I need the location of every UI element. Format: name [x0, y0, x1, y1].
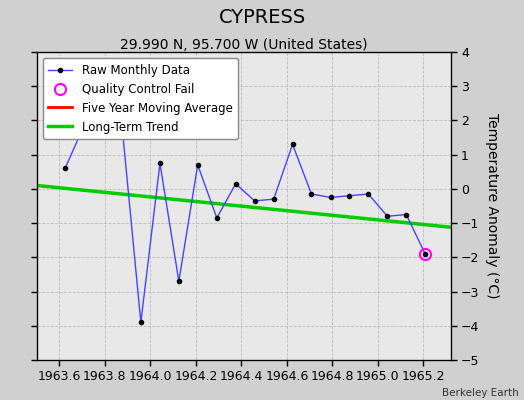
Title: 29.990 N, 95.700 W (United States): 29.990 N, 95.700 W (United States) — [120, 38, 367, 52]
Raw Monthly Data — [119, 123, 125, 128]
Raw Monthly Data — [384, 214, 390, 219]
Raw Monthly Data — [176, 279, 182, 284]
Raw Monthly Data — [252, 198, 258, 203]
Raw Monthly Data — [346, 193, 353, 198]
Raw Monthly Data — [81, 123, 87, 128]
Raw Monthly Data — [194, 162, 201, 167]
Raw Monthly Data — [289, 142, 296, 147]
Raw Monthly Data — [403, 212, 409, 217]
Raw Monthly Data — [328, 195, 334, 200]
Y-axis label: Temperature Anomaly (°C): Temperature Anomaly (°C) — [485, 113, 499, 299]
Text: CYPRESS: CYPRESS — [219, 8, 305, 27]
Raw Monthly Data — [138, 320, 144, 325]
Raw Monthly Data — [214, 216, 220, 220]
Raw Monthly Data — [270, 197, 277, 202]
Legend: Raw Monthly Data, Quality Control Fail, Five Year Moving Average, Long-Term Tren: Raw Monthly Data, Quality Control Fail, … — [42, 58, 238, 140]
Raw Monthly Data — [157, 161, 163, 166]
Raw Monthly Data — [233, 181, 239, 186]
Raw Monthly Data — [62, 166, 68, 171]
Raw Monthly Data — [365, 192, 372, 196]
Raw Monthly Data — [100, 134, 106, 138]
Text: Berkeley Earth: Berkeley Earth — [442, 388, 519, 398]
Line: Raw Monthly Data: Raw Monthly Data — [63, 124, 427, 324]
Raw Monthly Data — [422, 252, 428, 256]
Raw Monthly Data — [308, 192, 314, 196]
